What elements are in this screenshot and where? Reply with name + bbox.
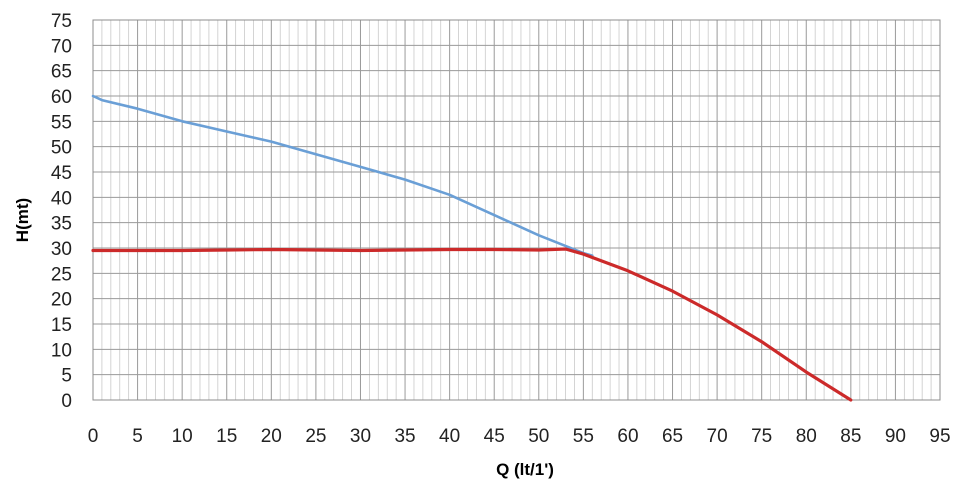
x-tick-label: 35 (394, 426, 415, 447)
y-tick-label: 30 (51, 239, 72, 260)
y-tick-label: 55 (51, 112, 72, 133)
x-tick-label: 85 (840, 426, 861, 447)
y-tick-label: 25 (51, 264, 72, 285)
x-tick-label: 80 (796, 426, 817, 447)
minor-gridlines (101, 20, 932, 400)
x-tick-label: 75 (751, 426, 772, 447)
series-layer (91, 94, 853, 402)
x-tick-label: 10 (172, 426, 193, 447)
y-tick-label: 0 (61, 391, 72, 412)
x-tick-label: 30 (350, 426, 371, 447)
y-tick-label: 70 (51, 36, 72, 57)
x-tick-label: 60 (617, 426, 638, 447)
x-tick-label: 5 (132, 426, 143, 447)
y-axis-title: H(mt) (13, 198, 32, 242)
x-tick-label: 0 (88, 426, 99, 447)
x-tick-label: 15 (216, 426, 237, 447)
y-tick-label: 20 (51, 290, 72, 311)
y-tick-label: 40 (51, 188, 72, 209)
x-tick-label: 95 (929, 426, 950, 447)
y-tick-label: 10 (51, 340, 72, 361)
plot-border (92, 19, 941, 401)
y-tick-label: 45 (51, 163, 72, 184)
x-tick-label: 90 (885, 426, 906, 447)
series-line-2 (91, 247, 853, 402)
y-tick-label: 65 (51, 62, 72, 83)
y-tick-label: 75 (51, 11, 72, 32)
y-tick-label: 15 (51, 315, 72, 336)
x-axis-title: Q (lt/1') (496, 460, 554, 479)
y-tick-label: 35 (51, 214, 72, 235)
x-tick-label: 55 (573, 426, 594, 447)
x-tick-label: 70 (707, 426, 728, 447)
y-tick-labels: 0 5 10 15 20 25 30 35 40 45 50 55 60 65 70 75 (51, 11, 72, 412)
x-tick-label: 20 (261, 426, 282, 447)
y-tick-label: 50 (51, 138, 72, 159)
x-tick-label: 25 (305, 426, 326, 447)
series-line-1 (91, 94, 594, 257)
x-tick-label: 40 (439, 426, 460, 447)
x-tick-label: 50 (528, 426, 549, 447)
x-tick-label: 65 (662, 426, 683, 447)
x-tick-label: 45 (484, 426, 505, 447)
y-tick-label: 5 (61, 366, 72, 387)
major-gridlines (92, 19, 941, 401)
x-tick-labels: 0 5 10 15 20 25 30 35 40 45 50 55 60 65 70 75 80 85 90 95 (88, 426, 951, 447)
y-tick-label: 60 (51, 87, 72, 108)
